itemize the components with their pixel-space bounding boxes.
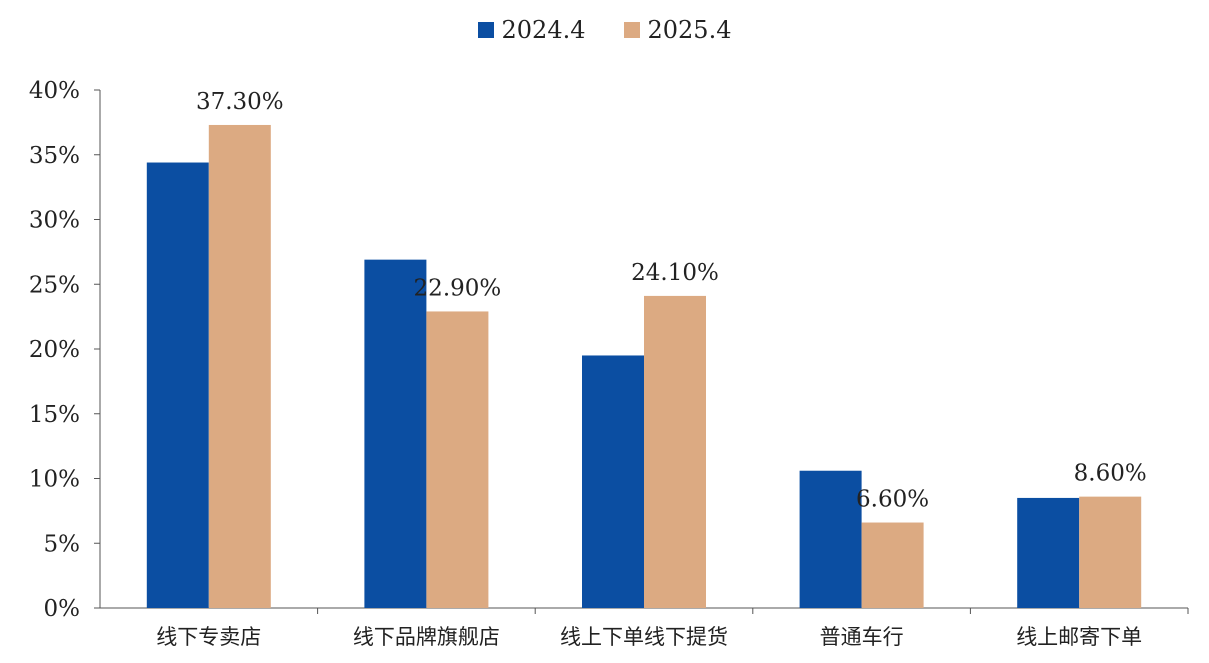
bar-2025-4	[426, 311, 489, 608]
y-tick-label: 10%	[29, 467, 80, 493]
legend-item-2025: 2025.4	[623, 16, 732, 44]
data-label: 22.90%	[414, 275, 502, 301]
bar-2024-4	[1017, 497, 1080, 608]
legend-label-2024: 2024.4	[501, 16, 586, 44]
chart-legend: 2024.4 2025.4	[0, 16, 1209, 44]
bar-2024-4	[799, 470, 862, 608]
bar-2024-4	[582, 355, 644, 608]
legend-item-2024: 2024.4	[477, 16, 586, 44]
bar-2024-4	[146, 162, 209, 608]
bar-2025-4	[861, 522, 924, 608]
data-label: 6.60%	[856, 487, 929, 513]
y-tick-label: 5%	[44, 531, 81, 557]
legend-swatch-2025	[623, 22, 640, 38]
x-category-label: 线上邮寄下单	[1016, 625, 1142, 649]
y-tick-label: 35%	[29, 143, 80, 169]
data-label: 37.30%	[196, 89, 284, 115]
x-category-label: 线下专卖店	[156, 625, 261, 649]
x-category-label: 普通车行	[820, 625, 904, 649]
legend-swatch-2024	[477, 22, 494, 38]
y-tick-label: 40%	[29, 78, 80, 104]
data-label: 8.60%	[1074, 461, 1147, 487]
y-tick-label: 0%	[44, 596, 81, 622]
legend-label-2025: 2025.4	[647, 16, 732, 44]
y-tick-label: 25%	[29, 272, 80, 298]
bar-2024-4	[364, 259, 427, 608]
data-label: 24.10%	[631, 260, 719, 286]
bar-2025-4	[1079, 496, 1142, 608]
x-category-label: 线上下单线下提货	[560, 625, 728, 649]
y-tick-label: 30%	[29, 208, 80, 234]
y-tick-label: 15%	[29, 402, 80, 428]
bar-2025-4	[208, 124, 271, 608]
y-tick-label: 20%	[29, 337, 80, 363]
x-category-label: 线下品牌旗舰店	[353, 625, 500, 649]
bar-2025-4	[644, 295, 706, 608]
